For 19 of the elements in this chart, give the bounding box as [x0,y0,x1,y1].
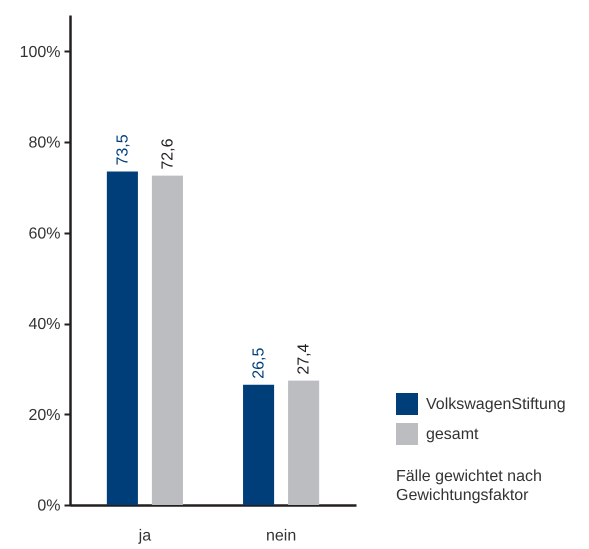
bar [288,380,320,505]
y-tick-label: 40% [28,316,60,334]
y-tick-label: 100% [20,44,60,61]
data-label: 73,5 [114,134,132,166]
legend-label: gesamt [426,426,480,443]
bar [152,176,183,505]
data-label: 27,4 [296,343,313,375]
y-tick-label: 20% [28,406,60,424]
bar [243,384,274,505]
data-label: 26,5 [250,348,268,379]
x-tick-label: nein [266,528,296,544]
bar [106,172,138,505]
legend-label: VolkswagenStiftung [426,396,566,413]
y-tick-label: 80% [28,134,60,152]
data-label: 72,6 [159,138,176,170]
x-tick-label: ja [138,528,152,544]
y-tick-label: 60% [28,225,60,242]
text: Fälle gewichtet nach Gewichtungsfaktor [396,468,542,504]
y-tick-label: 0% [37,498,60,514]
